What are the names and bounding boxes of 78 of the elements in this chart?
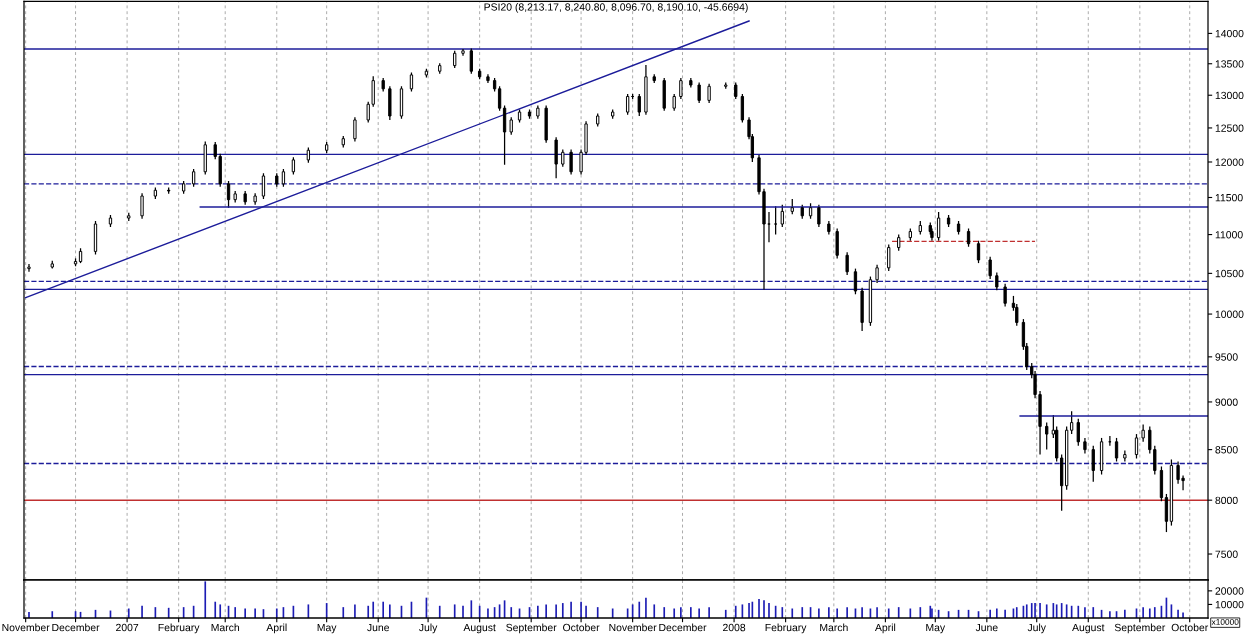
x-tick-label: 2008 bbox=[723, 623, 746, 632]
x-tick-label: April bbox=[266, 623, 287, 634]
y-tick-label: 10500 bbox=[1215, 269, 1244, 278]
x-tick-label: March bbox=[211, 623, 240, 632]
candlestick bbox=[353, 116, 357, 143]
candlestick bbox=[697, 81, 701, 104]
y-tick-label: 9500 bbox=[1215, 353, 1238, 361]
candlestick bbox=[625, 93, 630, 116]
x-tick-label: December bbox=[659, 623, 707, 632]
candlestick bbox=[773, 205, 778, 236]
x-tick-label: February bbox=[765, 623, 807, 634]
x-tick-label: September bbox=[506, 623, 557, 634]
y-tick-label: 14000 bbox=[1215, 29, 1244, 38]
candlestick bbox=[817, 204, 821, 228]
candlestick bbox=[569, 148, 573, 176]
chart-title: PSI20 (8,213.17, 8,240.80, 8,096.70, 8,190.10, -45.6694) bbox=[484, 3, 748, 13]
x-tick-label: November bbox=[609, 623, 657, 632]
candlestick bbox=[707, 83, 711, 104]
y-tick-label: 10000 bbox=[1215, 600, 1244, 609]
candlestick bbox=[875, 264, 879, 284]
candlestick bbox=[140, 192, 144, 220]
x-tick-label: September bbox=[1114, 623, 1166, 634]
candlestick bbox=[835, 227, 839, 260]
y-tick-label: 13000 bbox=[1215, 91, 1244, 100]
y-tick-label: 10000 bbox=[1215, 310, 1244, 318]
y-tick-label: 11000 bbox=[1215, 231, 1243, 239]
y-tick-label: 12000 bbox=[1215, 158, 1244, 166]
candlestick bbox=[27, 263, 31, 273]
candlestick bbox=[887, 243, 891, 272]
candlestick bbox=[409, 71, 414, 93]
candlestick bbox=[976, 240, 981, 264]
y-tick-label: 9000 bbox=[1215, 398, 1238, 406]
candlestick bbox=[637, 93, 641, 117]
x-tick-label: February bbox=[158, 623, 200, 634]
candlestick bbox=[1076, 418, 1080, 447]
x-tick-label: August bbox=[463, 623, 496, 634]
candlestick bbox=[469, 47, 473, 75]
candlestick bbox=[1164, 493, 1169, 533]
candlestick bbox=[740, 93, 745, 124]
y-tick-label: 20000 bbox=[1215, 587, 1244, 595]
x-tick-label: July bbox=[418, 623, 438, 634]
x-tick-label: October bbox=[563, 623, 600, 632]
x-tick-label: June bbox=[367, 623, 390, 632]
candlestick bbox=[679, 77, 683, 100]
candlestick bbox=[845, 251, 849, 276]
candlestick bbox=[261, 172, 266, 200]
x-tick-label: May bbox=[926, 623, 946, 634]
candlestick bbox=[497, 85, 502, 112]
y-tick-label: 13500 bbox=[1215, 60, 1244, 68]
candlestick bbox=[1134, 433, 1139, 460]
candlestick bbox=[1045, 421, 1049, 451]
x-tick-label: August bbox=[1072, 623, 1105, 634]
candlestick bbox=[1069, 410, 1074, 435]
candlestick bbox=[936, 211, 941, 242]
candlestick bbox=[1114, 437, 1119, 463]
candlestick bbox=[966, 227, 971, 248]
x-tick-label: May bbox=[317, 623, 337, 634]
y-tick-label: 7500 bbox=[1215, 550, 1238, 558]
y-tick-label: 11500 bbox=[1215, 193, 1243, 202]
x-tick-label: November bbox=[2, 623, 50, 632]
x-tick-label: October bbox=[1171, 623, 1209, 632]
candlestick bbox=[988, 256, 992, 280]
x-tick-label: April bbox=[875, 623, 896, 634]
x-tick-label: June bbox=[975, 623, 998, 632]
x-tick-label: 2007 bbox=[116, 623, 139, 632]
y-tick-label: 12500 bbox=[1215, 124, 1244, 132]
text: x10000 bbox=[1211, 618, 1239, 625]
candlestick bbox=[226, 180, 231, 209]
y-tick-label: 8500 bbox=[1215, 446, 1238, 454]
candlestick bbox=[780, 204, 784, 228]
x-tick-label: December bbox=[52, 623, 100, 632]
x-tick-label: July bbox=[1027, 623, 1046, 634]
x-tick-label: March bbox=[820, 623, 848, 632]
candlestick bbox=[1091, 445, 1095, 483]
candlestick bbox=[853, 267, 858, 295]
candlestick bbox=[1003, 283, 1007, 308]
y-tick-label: 8000 bbox=[1215, 496, 1238, 505]
candlestick bbox=[502, 104, 507, 166]
